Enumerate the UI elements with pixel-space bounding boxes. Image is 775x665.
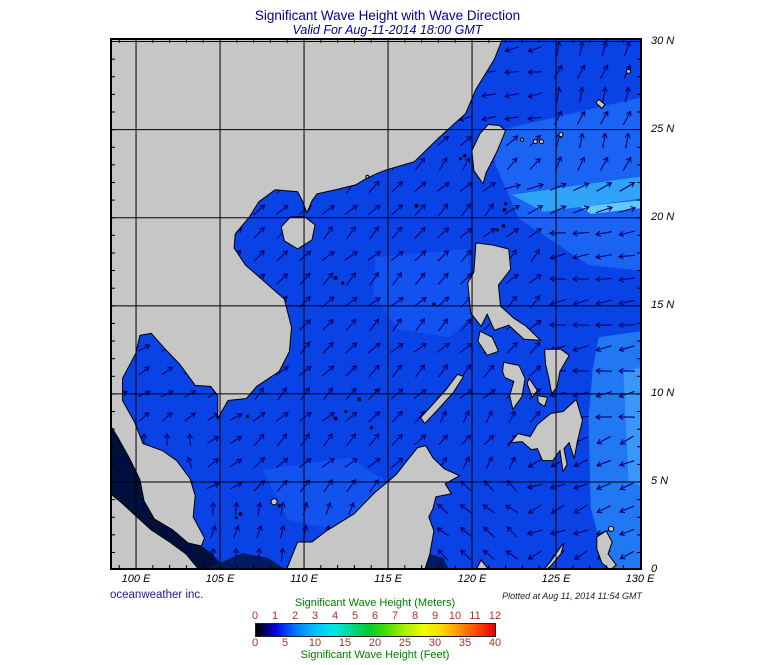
x-tick-label: 120 E [457,573,487,585]
land-layer [110,38,632,570]
island-cebu [526,377,539,399]
legend-meter-tick: 12 [488,610,502,622]
landmass-asia-mainland [110,38,504,547]
island-yonaguni [519,137,525,142]
valid-time-subtitle: Valid For Aug-11-2014 18:00 GMT [292,23,483,37]
legend-meter-tick: 10 [448,610,462,622]
x-tick-label: 105 E [205,573,235,585]
legend-meter-tick: 3 [311,610,319,622]
legend-feet-tick: 10 [308,637,322,649]
island-sulawesi-arm2 [475,559,490,570]
legend-colorbar [255,623,496,637]
legend-meter-tick: 1 [271,610,279,622]
island-borneo [285,445,461,570]
island-mindoro [477,330,500,356]
island-taiwan [471,124,507,185]
island-halmahera [596,530,617,570]
y-tick-label: 5 N [651,475,669,488]
legend-title-meters: Significant Wave Height (Meters) [294,597,456,609]
island-luzon [467,242,542,341]
island-bohol [536,394,549,408]
legend-title-feet: Significant Wave Height (Feet) [300,649,450,661]
y-tick-label: 20 N [651,210,675,223]
legend-meter-tick: 9 [431,610,439,622]
y-tick-label: 15 N [651,298,675,311]
legend-meter-tick: 0 [251,610,259,622]
island-iriomote [532,139,538,145]
legend-meter-tick: 4 [331,610,339,622]
map-border [110,38,642,570]
island-hongkong [365,174,370,179]
legend-feet-tick: 5 [281,637,289,649]
y-tick-label: 30 N [651,34,675,47]
reef-specks-layer [234,153,508,520]
x-tick-label: 125 E [541,573,571,585]
y-tick-label: 25 N [651,122,675,135]
page-title: Significant Wave Height with Wave Direct… [254,8,521,23]
island-ishigaki [538,139,545,145]
legend-meter-tick: 8 [411,610,419,622]
x-tick-label: 130 E [625,573,655,585]
island-hainan [280,216,316,250]
graticule-layer [110,38,642,570]
wave-height-map [110,38,642,570]
island-sumatra [110,492,200,570]
legend-feet-tick: 15 [338,637,352,649]
legend-meter-tick: 11 [469,610,481,622]
island-amami [625,68,632,74]
legend-feet-tick: 20 [368,637,382,649]
island-morotai [608,525,615,532]
island-samar-leyte [544,348,570,395]
island-palawan [419,373,465,425]
island-mindanao [507,398,583,474]
x-tick-label: 115 E [374,573,402,585]
island-miyako [558,132,564,138]
legend-feet-tick: 0 [251,637,259,649]
legend-meter-tick: 6 [371,610,379,622]
island-panay-negros [502,361,526,411]
island-natuna [270,498,278,506]
legend-feet-tick: 40 [488,637,502,649]
x-tick-label: 110 E [290,573,318,585]
legend-meter-tick: 5 [351,610,359,622]
x-tick-label: 100 E [121,573,151,585]
y-tick-label: 0 [651,563,658,576]
legend-meter-tick: 7 [391,610,399,622]
legend-meter-tick: 2 [291,610,299,622]
oceanweather-credit: oceanweather inc. [110,589,204,601]
island-okinawa [595,98,606,110]
map-canvas [110,38,642,570]
y-tick-label: 10 N [651,386,675,399]
legend-feet-tick: 35 [458,637,472,649]
plotted-timestamp: Plotted at Aug 11, 2014 11:54 GMT [502,591,642,601]
legend-feet-tick: 25 [398,637,412,649]
legend-feet-tick: 30 [428,637,442,649]
